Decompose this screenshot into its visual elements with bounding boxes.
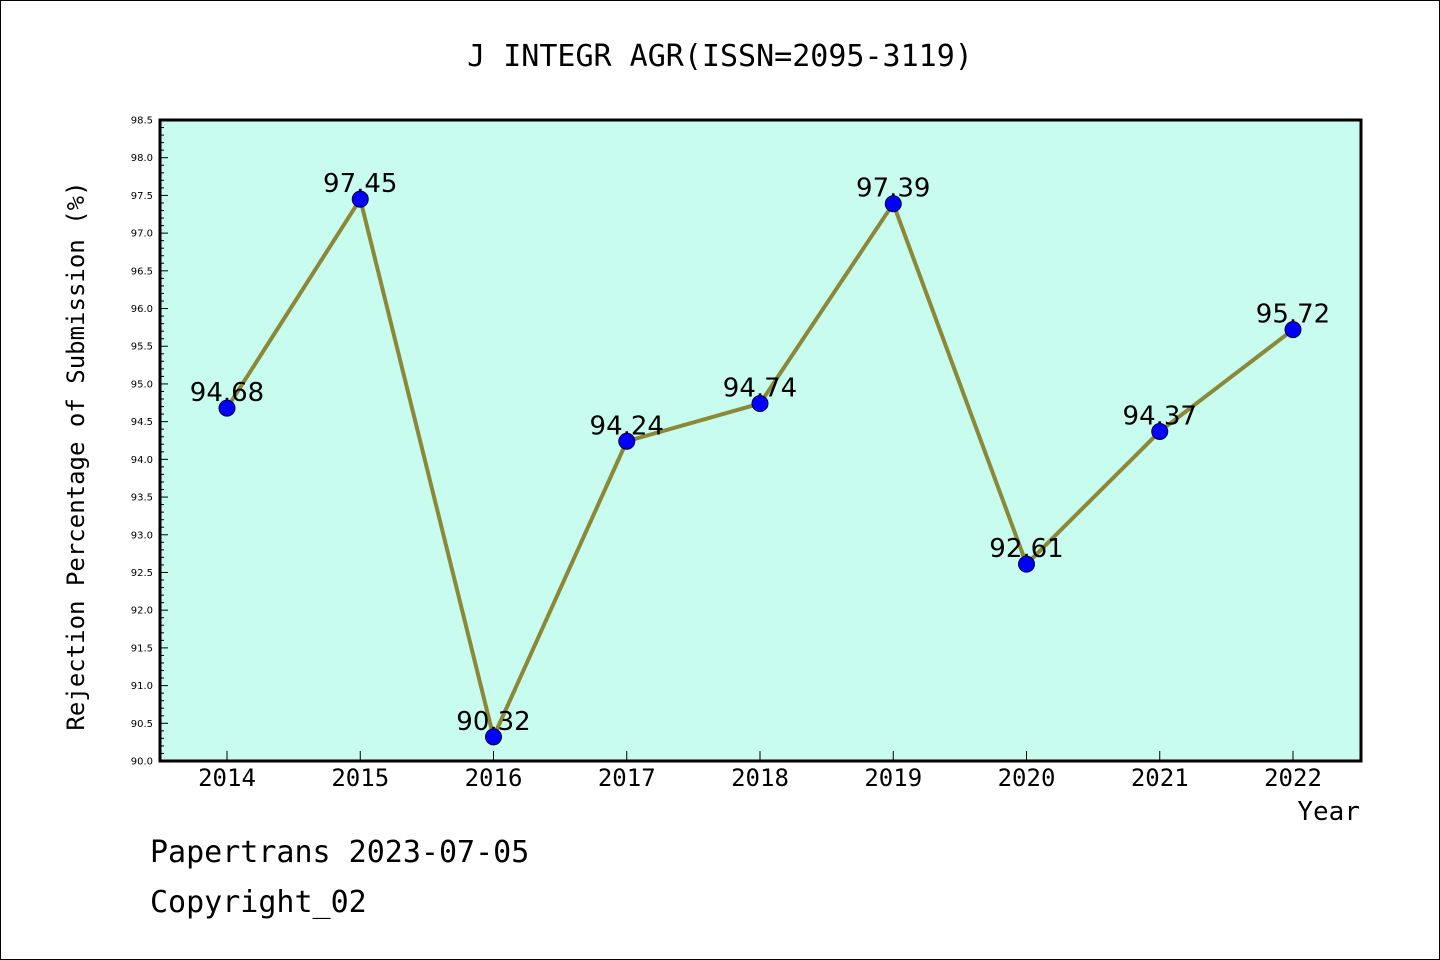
y-tick-label: 93.0 bbox=[131, 530, 153, 541]
y-tick-label: 95.5 bbox=[131, 342, 153, 353]
x-tick-label: 2015 bbox=[331, 764, 389, 792]
data-point bbox=[1284, 321, 1302, 339]
y-tick-label: 94.5 bbox=[131, 417, 153, 428]
x-tick-label: 2014 bbox=[198, 764, 256, 792]
data-point bbox=[218, 399, 236, 417]
x-tick-label: 2017 bbox=[598, 764, 656, 792]
y-tick-label: 92.5 bbox=[131, 568, 153, 579]
y-tick-label: 92.0 bbox=[131, 606, 153, 617]
x-axis: 2014 2015 2016 2017 2018 2019 2020 2021 2022 bbox=[198, 751, 1322, 792]
y-tick-label: 95.0 bbox=[131, 379, 153, 390]
data-point bbox=[618, 432, 636, 450]
y-tick-label: 90.0 bbox=[131, 757, 153, 768]
x-tick-label: 2021 bbox=[1131, 764, 1189, 792]
y-tick-label: 97.5 bbox=[131, 191, 153, 202]
y-tick-label: 96.0 bbox=[131, 304, 153, 315]
data-point bbox=[884, 195, 902, 213]
data-point bbox=[1151, 422, 1169, 440]
y-tick-label: 97.0 bbox=[131, 229, 153, 240]
y-axis-label: Rejection Percentage of Submission (%) bbox=[62, 181, 90, 730]
data-point bbox=[485, 728, 502, 746]
y-tick-label: 91.5 bbox=[131, 643, 153, 654]
y-tick-label: 96.5 bbox=[131, 266, 153, 277]
data-point bbox=[751, 395, 769, 413]
x-axis-label: Year bbox=[1297, 797, 1360, 827]
y-axis: 90.0 90.5 91.0 91.5 92.0 92.5 93.0 93.5 94.0 94.5… bbox=[131, 116, 168, 768]
y-tick-label: 98.0 bbox=[131, 153, 153, 164]
x-tick-label: 2018 bbox=[731, 764, 789, 792]
data-point bbox=[351, 190, 369, 208]
y-tick-label: 93.5 bbox=[131, 493, 153, 504]
data-point bbox=[1018, 555, 1035, 573]
data-series: 94.6897.4590.3294.2494.7497.3992.6194.37… bbox=[190, 169, 1330, 746]
footer-copyright: Copyright_02 bbox=[150, 885, 367, 920]
y-tick-label: 90.5 bbox=[131, 719, 153, 730]
footer-date: Papertrans 2023-07-05 bbox=[150, 835, 530, 870]
x-tick-label: 2022 bbox=[1264, 764, 1322, 792]
x-tick-label: 2020 bbox=[998, 764, 1056, 792]
x-tick-label: 2016 bbox=[465, 764, 523, 792]
y-tick-label: 98.5 bbox=[131, 116, 153, 127]
y-tick-label: 94.0 bbox=[131, 455, 153, 466]
chart-title: J INTEGR AGR(ISSN=2095-3119) bbox=[467, 39, 973, 74]
y-tick-label: 91.0 bbox=[131, 681, 153, 692]
plot-area bbox=[158, 118, 1363, 763]
x-tick-label: 2019 bbox=[864, 764, 922, 792]
